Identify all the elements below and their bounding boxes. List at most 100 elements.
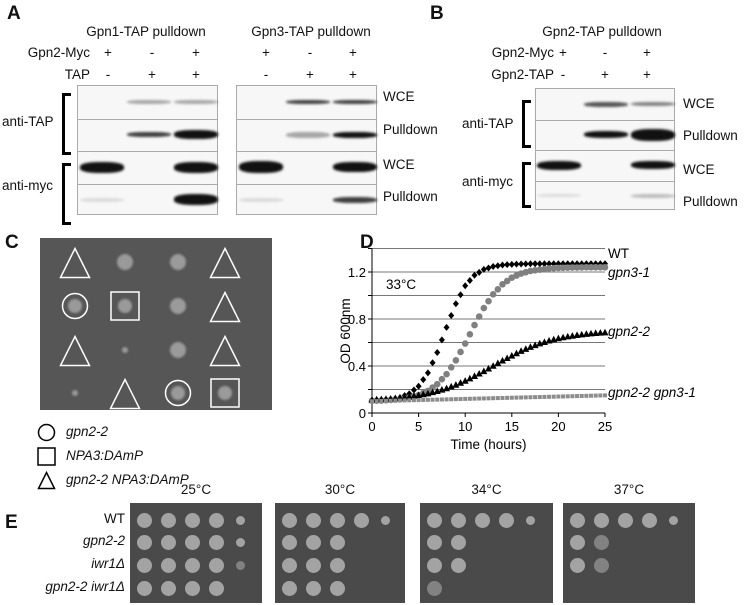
data-point — [466, 277, 473, 285]
data-point — [593, 393, 598, 398]
data-point — [444, 397, 449, 402]
square-marker-icon — [210, 378, 240, 413]
plus-minus-sign: + — [104, 45, 112, 60]
data-point — [503, 354, 511, 362]
yeast-spot — [305, 580, 321, 596]
gpn2-myc-label-b: Gpn2-Myc — [491, 45, 554, 60]
data-point — [551, 394, 556, 399]
panel-label-d: D — [360, 232, 374, 253]
data-point — [466, 374, 474, 382]
blot-divider — [536, 119, 674, 121]
anti-tap-label-b: anti-TAP — [462, 116, 514, 131]
data-point — [546, 260, 553, 268]
data-point — [491, 396, 496, 401]
western-blot-gpn1 — [77, 85, 218, 215]
data-point — [471, 321, 478, 329]
data-point — [452, 300, 459, 308]
series-label: WT — [608, 246, 629, 261]
strain-label: gpn2-2 iwr1Δ — [45, 579, 125, 594]
plus-minus-sign: - — [105, 67, 111, 82]
yeast-spot — [593, 534, 609, 550]
data-point — [443, 370, 450, 378]
plus-minus-sign: + — [192, 45, 200, 60]
data-point — [598, 393, 603, 398]
anti-tap-bracket — [62, 93, 71, 155]
data-point — [601, 264, 609, 271]
data-point — [495, 396, 500, 401]
protein-band — [332, 100, 377, 105]
data-point — [447, 363, 455, 371]
circle-marker-icon — [164, 379, 192, 412]
blot-divider — [237, 151, 376, 152]
legend-label: NPA3:DAmP — [66, 448, 144, 463]
yeast-spot — [498, 512, 514, 528]
yeast-spot — [136, 557, 152, 573]
yeast-spot — [569, 557, 585, 573]
panel-label-a: A — [7, 3, 21, 24]
data-point — [410, 386, 417, 394]
protein-band — [79, 161, 124, 173]
data-point — [489, 291, 497, 298]
x-tick-label: 5 — [415, 419, 422, 434]
plus-minus-sign: + — [601, 67, 609, 82]
data-point — [435, 397, 440, 402]
data-point — [485, 297, 492, 305]
yeast-colony — [170, 342, 186, 358]
data-point — [537, 395, 542, 400]
data-point — [443, 323, 450, 331]
yeast-spot — [235, 537, 245, 547]
data-point — [430, 397, 435, 402]
data-point — [424, 369, 431, 377]
yeast-spot — [450, 557, 466, 573]
y-tick-label: 1.2 — [348, 265, 366, 280]
protein-band — [173, 194, 218, 206]
data-point — [561, 394, 566, 399]
plus-minus-sign: - — [560, 67, 566, 82]
strain-label: iwr1Δ — [91, 556, 125, 571]
data-point — [485, 264, 492, 272]
data-point — [453, 397, 458, 402]
blot2-title: Gpn3-TAP pulldown — [251, 24, 371, 39]
yeast-spot — [329, 534, 345, 550]
yeast-colony — [118, 299, 132, 313]
protein-band — [630, 128, 675, 141]
yeast-spot — [380, 515, 390, 525]
data-point — [512, 349, 520, 357]
plus-minus-sign: - — [149, 45, 155, 60]
data-point — [494, 286, 502, 293]
data-point — [589, 393, 594, 398]
gpn2-tap-label-b: Gpn2-TAP — [491, 67, 554, 82]
data-point — [547, 394, 552, 399]
triangle-marker-icon — [209, 290, 241, 328]
protein-band — [332, 196, 377, 203]
protein-band — [285, 131, 330, 138]
yeast-spot — [426, 557, 442, 573]
data-point — [536, 260, 543, 268]
data-point — [452, 381, 460, 388]
data-point — [477, 396, 482, 401]
blot-divider — [78, 118, 217, 120]
plus-minus-sign: + — [349, 45, 357, 60]
data-point — [559, 264, 567, 272]
protein-band — [173, 130, 218, 140]
data-point — [505, 395, 510, 400]
data-point — [388, 398, 393, 403]
panel-label-e: E — [5, 512, 18, 533]
protein-band — [79, 197, 124, 202]
data-point — [578, 264, 585, 271]
blot-row-label: WCE — [683, 96, 715, 111]
data-point — [433, 380, 441, 388]
square-legend-icon — [37, 447, 56, 471]
yeast-spot — [525, 515, 535, 525]
triangle-marker-icon — [209, 246, 241, 284]
yeast-spot — [593, 512, 609, 528]
data-point — [486, 396, 491, 401]
yeast-colony — [72, 390, 78, 396]
data-point — [583, 264, 590, 271]
plus-minus-sign: + — [306, 67, 314, 82]
data-point — [489, 362, 497, 369]
protein-band — [173, 161, 218, 173]
yeast-spot — [160, 512, 176, 528]
plus-minus-sign: + — [559, 45, 567, 60]
